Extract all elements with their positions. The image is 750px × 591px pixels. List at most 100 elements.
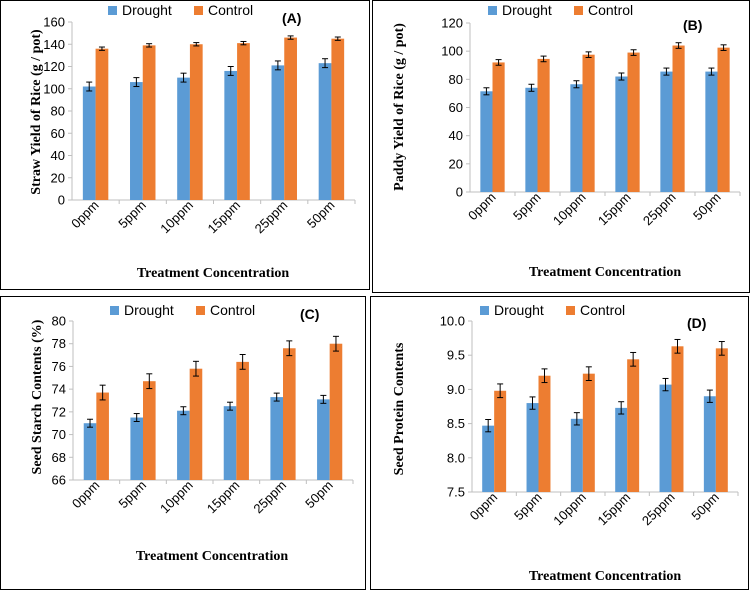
y-tick-label: 74 — [52, 382, 66, 397]
y-tick-label: 70 — [52, 427, 66, 442]
error-bar — [663, 67, 670, 76]
x-tick-label: 0ppm — [69, 478, 103, 512]
error-bar — [630, 49, 637, 56]
error-bar — [86, 81, 93, 92]
y-tick-label: 10.0 — [440, 314, 465, 329]
legend-swatch-drought — [480, 306, 489, 315]
error-bar — [720, 44, 727, 51]
x-tick-label: 10ppm — [550, 490, 589, 529]
error-bar — [334, 36, 341, 41]
legend-swatch-drought — [108, 6, 117, 15]
error-bar — [529, 396, 536, 410]
bar-drought-0ppm — [82, 86, 96, 200]
y-axis-title: Seed Protein Contents — [392, 342, 407, 475]
chart-panel-a: 0 20 40 60 80 100 120 140 160 0ppm 5ppm 10ppm 15ppm 2… — [0, 0, 370, 290]
bar-drought-5ppm — [525, 87, 538, 192]
legend-swatch-drought — [110, 306, 119, 315]
error-bar — [541, 368, 548, 384]
y-tick-label: 120 — [441, 16, 463, 31]
bar-control-0ppm — [494, 390, 507, 492]
error-bar — [98, 46, 105, 51]
x-tick-label: 50pm — [302, 478, 336, 512]
bar-drought-5ppm — [130, 82, 143, 200]
error-bar — [133, 77, 140, 88]
bar-control-5ppm — [537, 58, 550, 192]
bar-control-25ppm — [671, 346, 684, 492]
bar-control-15ppm — [237, 43, 250, 201]
bar-drought-15ppm — [615, 407, 628, 492]
bar-control-50pm — [715, 348, 728, 492]
error-bar — [320, 394, 327, 404]
error-bar — [274, 60, 281, 71]
y-axis-title: Seed Starch Contents (%) — [30, 319, 45, 474]
x-axis-title: Treatment Concentration — [529, 569, 681, 584]
panel-border — [0, 296, 366, 590]
bar-control-15ppm — [236, 361, 249, 480]
bar-drought-50pm — [317, 399, 330, 480]
bar-control-10ppm — [582, 373, 595, 492]
y-tick-label: 20 — [51, 170, 65, 185]
chart-panel-c: 66 68 70 72 74 76 78 80 0ppm 5ppm 10ppm 15ppm 25ppm 5… — [0, 296, 366, 590]
y-tick-label: 0 — [456, 185, 463, 200]
y-tick-label: 78 — [52, 336, 66, 351]
x-axis-title: Treatment Concentration — [136, 549, 288, 564]
error-bar — [180, 406, 187, 416]
x-tick-label: 0ppm — [467, 490, 501, 524]
error-bar — [573, 80, 580, 89]
y-tick-label: 7.5 — [447, 485, 465, 500]
panel-label: (B) — [683, 17, 702, 33]
legend-label-control: Control — [580, 302, 625, 318]
legend-label-drought: Drought — [124, 302, 174, 318]
bar-drought-10ppm — [570, 84, 583, 192]
y-tick-label: 66 — [52, 473, 66, 488]
bar-control-25ppm — [283, 348, 296, 480]
legend-label-drought: Drought — [494, 302, 544, 318]
bar-drought-25ppm — [660, 71, 673, 192]
x-tick-label: 15ppm — [595, 490, 634, 529]
error-bar — [585, 366, 592, 382]
bar-control-50pm — [329, 343, 343, 480]
x-tick-label: 50pm — [304, 198, 338, 232]
x-tick-label: 10ppm — [157, 478, 196, 517]
error-bar — [180, 72, 187, 83]
error-bar — [322, 58, 329, 69]
error-bar — [99, 384, 106, 401]
x-tick-label: 0ppm — [68, 198, 102, 232]
x-tick-label: 15ppm — [204, 198, 243, 237]
error-bar — [573, 412, 580, 426]
bar-drought-25ppm — [270, 397, 283, 480]
error-bar — [618, 401, 625, 415]
y-tick-label: 40 — [51, 148, 65, 163]
bar-drought-50pm — [703, 396, 716, 492]
y-tick-label: 8.5 — [447, 416, 465, 431]
bar-control-5ppm — [538, 375, 551, 492]
bar-drought-5ppm — [526, 403, 539, 492]
bar-drought-50pm — [705, 71, 718, 192]
bar-drought-10ppm — [177, 77, 190, 200]
legend-label-control: Control — [588, 2, 633, 18]
y-tick-label: 60 — [51, 126, 65, 141]
y-tick-label: 80 — [51, 104, 65, 119]
error-bar — [718, 341, 725, 356]
bar-control-0ppm — [96, 392, 109, 480]
y-tick-label: 100 — [441, 44, 463, 59]
bar-drought-10ppm — [177, 410, 190, 480]
chart-panel-b: 0 20 40 60 80 100 120 0ppm 5ppm 10ppm 15ppm 25ppm 50… — [372, 0, 750, 293]
bar-drought-25ppm — [271, 65, 285, 200]
x-tick-label: 15ppm — [204, 478, 243, 517]
y-tick-label: 72 — [52, 404, 66, 419]
error-bar — [332, 335, 339, 352]
chart-a-svg: 0 20 40 60 80 100 120 140 160 0ppm 5ppm 10ppm 15ppm 2… — [0, 0, 370, 290]
y-tick-label: 76 — [52, 359, 66, 374]
bar-control-25ppm — [672, 45, 685, 193]
error-bar — [227, 66, 234, 76]
panel-label: (C) — [300, 306, 319, 322]
x-tick-label: 5ppm — [115, 198, 149, 232]
legend-label-drought: Drought — [122, 2, 172, 18]
x-tick-label: 25ppm — [250, 478, 289, 517]
error-bar — [708, 67, 715, 76]
x-tick-label: 25ppm — [640, 190, 679, 229]
error-bar — [485, 418, 492, 433]
error-bar — [146, 373, 153, 390]
error-bar — [630, 351, 637, 367]
